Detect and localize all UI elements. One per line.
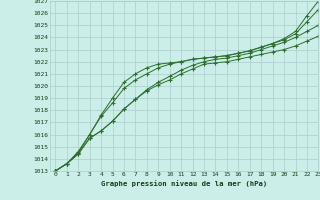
X-axis label: Graphe pression niveau de la mer (hPa): Graphe pression niveau de la mer (hPa) (101, 180, 267, 187)
